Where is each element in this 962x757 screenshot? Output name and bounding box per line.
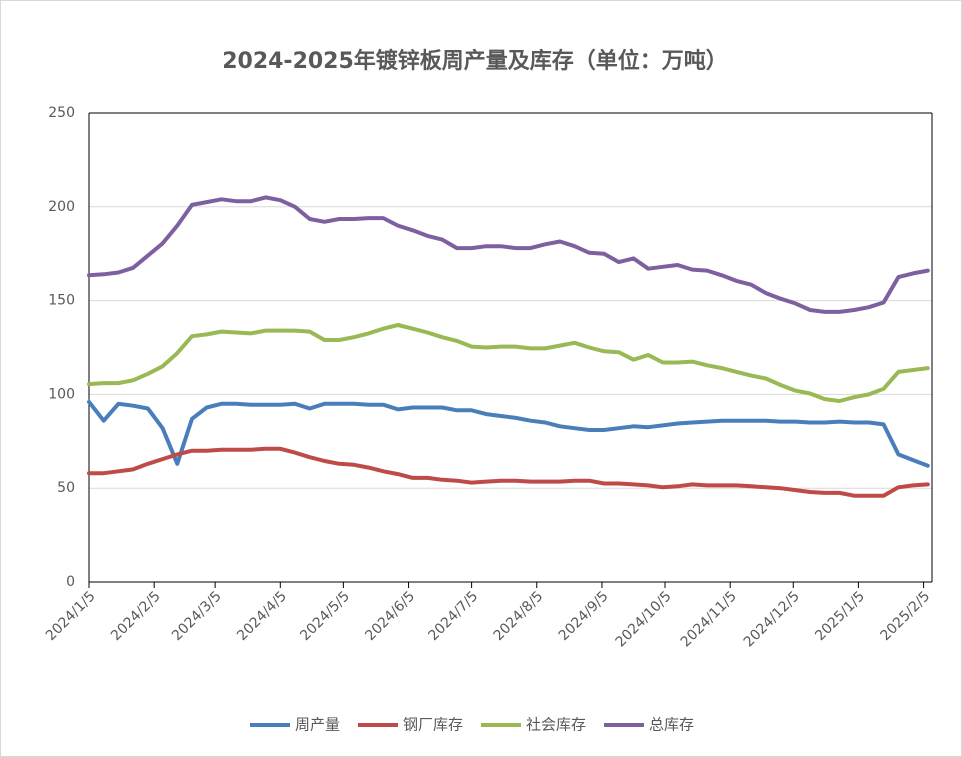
y-tick-label: 150 [48,293,75,309]
y-tick-label: 250 [48,105,75,121]
series-line [87,323,930,403]
series-line [87,195,930,314]
y-tick-label: 50 [57,480,75,496]
series-line [87,399,930,468]
y-tick-label: 100 [48,386,75,402]
legend-label: 周产量 [295,716,340,734]
legend-label: 社会库存 [526,716,586,734]
legend-label: 总库存 [649,716,694,734]
series-line [87,446,930,498]
y-tick-label: 200 [48,199,75,215]
legend-label: 钢厂库存 [403,716,463,734]
chart-title: 2024-2025年镀锌板周产量及库存（单位：万吨） [222,48,728,74]
y-tick-label: 0 [66,574,75,590]
